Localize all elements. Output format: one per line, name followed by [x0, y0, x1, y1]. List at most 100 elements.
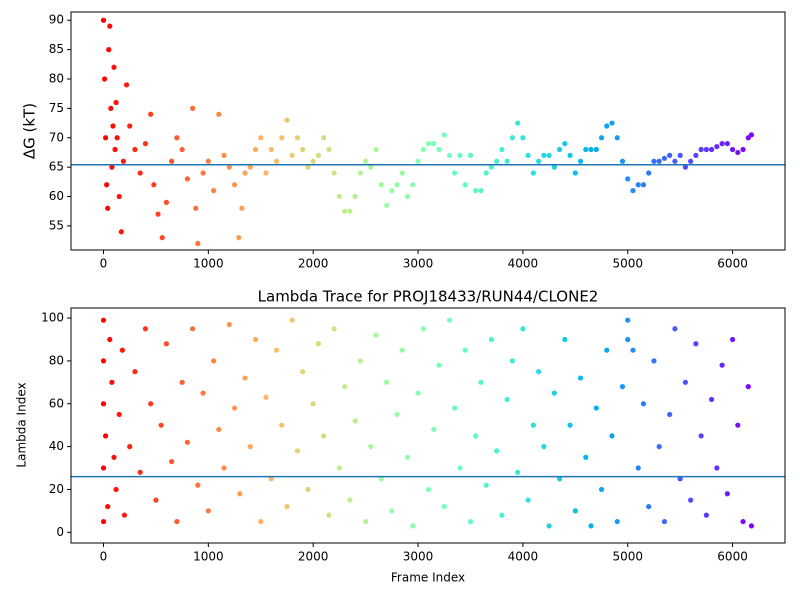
point [310, 158, 316, 164]
point [399, 170, 405, 176]
point [116, 193, 122, 200]
point [656, 158, 662, 164]
point [630, 347, 636, 353]
point [100, 465, 107, 471]
point [740, 518, 746, 525]
point [646, 503, 652, 510]
point [120, 158, 127, 164]
point [546, 152, 552, 158]
point [520, 326, 526, 332]
point [729, 146, 736, 153]
point [640, 401, 647, 407]
point [614, 518, 620, 525]
point [294, 135, 301, 141]
point [499, 146, 505, 153]
point [163, 341, 170, 347]
point [745, 384, 751, 390]
y-tick-label: 80 [49, 353, 64, 367]
point [132, 146, 138, 153]
point [315, 152, 322, 158]
point [693, 341, 699, 347]
point [106, 47, 112, 53]
point [688, 497, 694, 503]
point [151, 182, 157, 188]
plot-frame [70, 11, 786, 251]
point [112, 146, 118, 153]
point [268, 146, 274, 153]
point [525, 497, 531, 503]
point [515, 469, 521, 475]
point [420, 326, 426, 332]
point [467, 518, 474, 525]
point [239, 205, 245, 211]
x-tick-label: 0 [100, 257, 108, 271]
point [174, 135, 180, 141]
point [724, 491, 730, 497]
y-tick-label: 90 [49, 13, 64, 27]
plot-frame [70, 307, 786, 544]
point [107, 336, 113, 343]
point [347, 497, 353, 503]
x-tick-label: 6000 [717, 550, 748, 564]
point [193, 205, 199, 211]
point [735, 149, 741, 156]
point [289, 152, 295, 158]
point [373, 332, 379, 338]
point [740, 146, 746, 153]
y-tick-label: 55 [49, 218, 64, 232]
point [577, 375, 584, 381]
point [515, 120, 521, 126]
point [363, 158, 369, 164]
point [677, 476, 683, 482]
point [698, 433, 704, 439]
point [326, 146, 332, 153]
y-axis-label: ΔG (kT) [21, 103, 39, 159]
point [588, 146, 594, 153]
x-axis-label: Frame Index [391, 571, 465, 585]
point [748, 132, 755, 138]
point [114, 135, 120, 141]
point [483, 482, 489, 488]
point [709, 396, 715, 403]
point [231, 182, 238, 188]
point [102, 433, 109, 439]
point [378, 476, 384, 482]
point [536, 158, 542, 164]
point [113, 99, 119, 106]
point [237, 491, 243, 497]
point [389, 188, 395, 194]
point [100, 317, 107, 323]
point [583, 454, 589, 460]
point [179, 146, 185, 153]
point [504, 396, 510, 403]
point [300, 369, 306, 375]
point [231, 405, 238, 411]
point [342, 384, 348, 390]
point [635, 465, 641, 471]
point [305, 164, 311, 170]
point [169, 458, 175, 465]
point [300, 146, 306, 153]
point [441, 132, 447, 138]
point [121, 512, 128, 518]
point [389, 508, 395, 514]
point [137, 469, 143, 475]
y-tick-label: 85 [49, 42, 64, 56]
point [205, 158, 211, 164]
point [342, 208, 348, 214]
point [226, 321, 232, 328]
point [268, 476, 274, 482]
point [110, 123, 116, 129]
point [478, 379, 484, 385]
point [415, 158, 421, 164]
point [347, 208, 353, 214]
point [195, 482, 201, 488]
point [672, 326, 678, 332]
point [672, 158, 678, 164]
x-tick-label: 5000 [612, 550, 643, 564]
point [357, 170, 363, 176]
point [368, 164, 374, 170]
point [667, 152, 673, 158]
point [315, 341, 322, 347]
